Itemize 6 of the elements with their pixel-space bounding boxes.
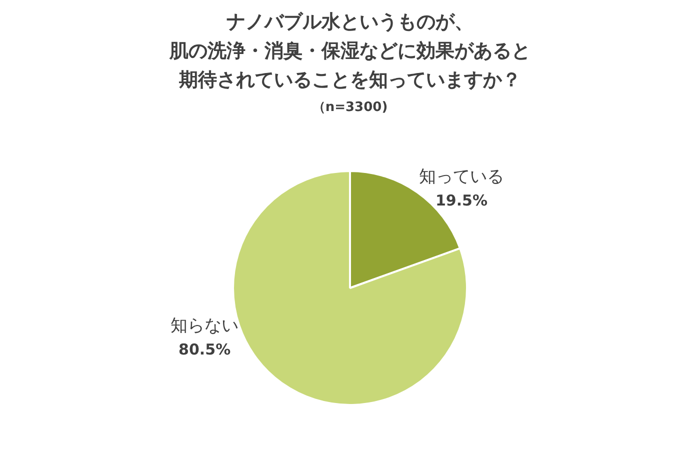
chart-title: ナノバブル水というものが、肌の洗浄・消臭・保湿などに効果があると期待されていることを知っていますか？ xyxy=(168,10,532,93)
data-label: 19.5% xyxy=(435,191,488,210)
slice-label: 知らない xyxy=(170,316,239,336)
chart-subtitle: （n=3300) xyxy=(311,99,389,116)
slice-label: 知っている xyxy=(418,166,504,187)
data-label: 80.5% xyxy=(178,340,231,359)
